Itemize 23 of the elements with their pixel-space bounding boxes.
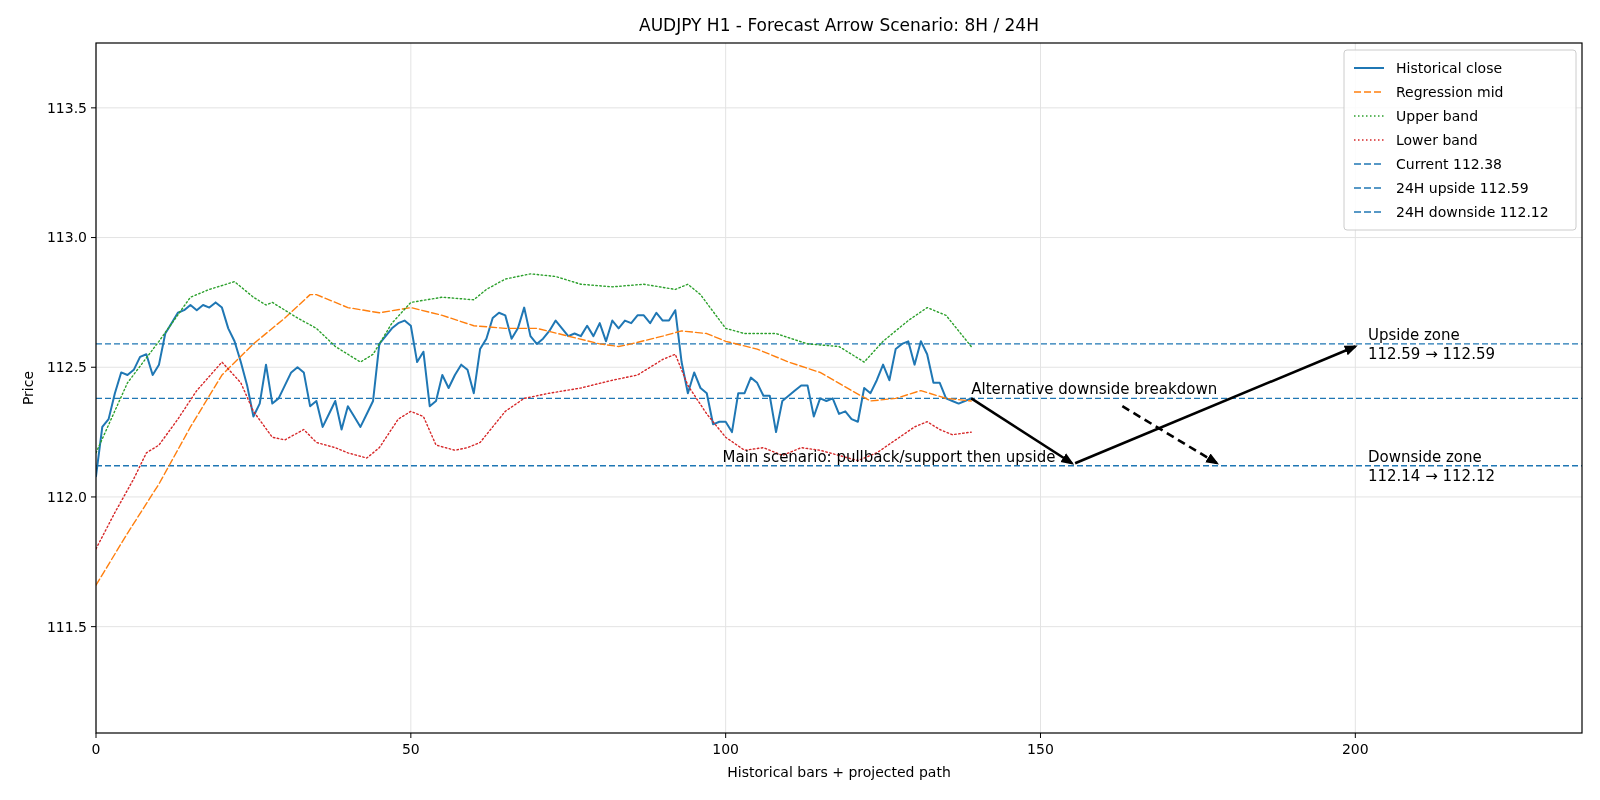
y-tick-label: 113.0: [46, 229, 87, 246]
y-tick-label: 113.5: [46, 99, 87, 116]
annotation: Alternative downside breakdown: [971, 380, 1218, 399]
x-tick-label: 100: [712, 741, 740, 757]
x-tick-label: 150: [1027, 741, 1054, 757]
y-tick-label: 112.0: [46, 488, 87, 505]
legend-label: Upper band: [1396, 107, 1479, 124]
x-tick-label: 200: [1341, 741, 1369, 757]
legend-label: 24H downside 112.12: [1396, 203, 1549, 220]
legend-label: Current 112.38: [1396, 155, 1503, 172]
annotation: Upside zone 112.59 → 112.59: [1367, 325, 1495, 363]
x-tick-label: 50: [401, 741, 420, 757]
y-tick-label: 111.5: [46, 618, 87, 635]
legend-label: Historical close: [1396, 59, 1503, 76]
x-axis-title: Historical bars + projected path: [727, 764, 951, 780]
legend-label: 24H upside 112.59: [1396, 179, 1529, 196]
legend-label: Lower band: [1396, 131, 1478, 148]
legend-label: Regression mid: [1396, 83, 1504, 100]
y-axis-title: Price: [20, 370, 36, 406]
y-tick-label: 112.5: [46, 359, 87, 376]
annotation: Downside zone 112.14 → 112.12: [1367, 447, 1495, 485]
chart-title: AUDJPY H1 - Forecast Arrow Scenario: 8H / 24H: [639, 15, 1039, 35]
x-tick-label: 0: [91, 741, 101, 757]
